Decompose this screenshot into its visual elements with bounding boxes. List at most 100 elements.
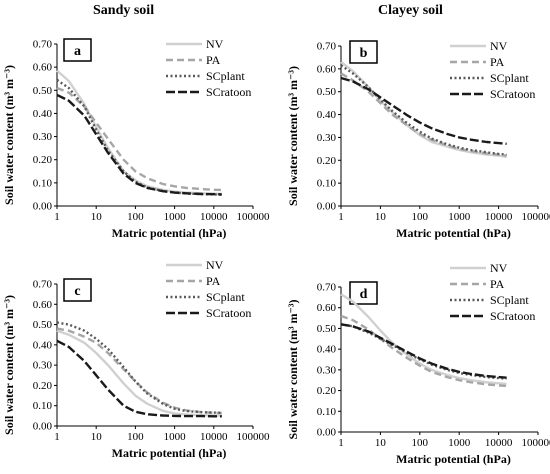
y-tick-label: 0.00: [317, 201, 337, 213]
y-tick-label: 0.70: [33, 39, 53, 51]
y-tick-label: 0.20: [317, 385, 337, 397]
series-line-scplant: [56, 78, 222, 196]
x-tick-label: 100000: [522, 211, 550, 223]
chart-panel-a: 0.00 0.10 0.20 0.30 0.40 0.50 0.60 0.70 1 10 100 10…: [2, 37, 270, 240]
y-axis-label: Soil water content (m³ m⁻³): [286, 66, 300, 206]
series-line-nv: [340, 61, 507, 159]
panel-letter: d: [360, 287, 368, 302]
y-tick-label: 0.40: [33, 108, 53, 120]
panel-letter-box: [349, 281, 378, 305]
x-tick-label: 10000: [485, 211, 513, 223]
y-tick-label: 0.50: [33, 319, 53, 331]
chart-panel-b: 0.00 0.10 0.20 0.30 0.40 0.50 0.60 0.70 1 10 100 10…: [286, 39, 550, 240]
y-tick-label: 0.00: [317, 427, 337, 439]
legend-label-nv: NV: [490, 39, 508, 53]
panel-letter-box: [63, 38, 92, 62]
x-axis-label: Matric potential (hPa): [396, 226, 511, 240]
y-tick-label: 0.50: [317, 86, 337, 98]
legend-label-pa: PA: [490, 277, 505, 291]
series-line-scratoon: [56, 93, 222, 196]
legend-label-scplant: SCplant: [490, 293, 529, 307]
y-tick-label: 0.30: [317, 364, 337, 376]
y-tick-label: 0.60: [317, 302, 337, 314]
panel-letter-box: [349, 40, 378, 64]
column-title-sandy: Sandy soil: [93, 3, 155, 18]
y-tick-label: 0.40: [33, 339, 53, 351]
y-tick-label: 0.60: [33, 62, 53, 74]
x-axis-label: Matric potential (hPa): [396, 452, 511, 466]
series-line-scratoon: [340, 323, 507, 379]
y-tick-label: 0.70: [33, 279, 53, 291]
series-line-pa: [340, 314, 507, 388]
x-tick-label: 10: [375, 211, 387, 223]
y-tick-label: 0.30: [33, 360, 53, 372]
legend-label-scratoon: SCratoon: [206, 306, 251, 320]
legend-label-scratoon: SCratoon: [206, 85, 251, 99]
y-tick-label: 0.70: [317, 282, 337, 294]
x-tick-label: 100000: [237, 431, 271, 443]
x-tick-label: 100: [127, 431, 144, 443]
x-tick-label: 1: [338, 437, 344, 449]
series-line-scplant: [56, 321, 222, 414]
y-axis-label: Soil water content (m³ m⁻³): [2, 65, 16, 205]
y-tick-label: 0.30: [317, 132, 337, 144]
y-axis-label: Soil water content (m³ m⁻³): [286, 300, 300, 440]
series-line-nv: [340, 293, 507, 386]
x-tick-label: 1000: [164, 431, 187, 443]
x-tick-label: 1: [54, 211, 60, 223]
legend-label-nv: NV: [206, 37, 224, 51]
x-tick-label: 100000: [237, 211, 271, 223]
x-tick-label: 1000: [448, 437, 471, 449]
x-tick-label: 10: [375, 437, 387, 449]
x-axis-label: Matric potential (hPa): [112, 226, 227, 240]
panel-letter-box: [63, 278, 92, 302]
y-tick-label: 0.60: [317, 63, 337, 75]
series-line-nv: [56, 329, 222, 417]
x-tick-label: 10000: [485, 437, 513, 449]
x-tick-label: 100: [412, 211, 429, 223]
chart-panel-d: 0.00 0.10 0.20 0.30 0.40 0.50 0.60 0.70 1 10 100 10…: [286, 261, 550, 466]
legend-label-scplant: SCplant: [490, 71, 529, 85]
legend-label-scplant: SCplant: [206, 69, 245, 83]
y-tick-label: 0.50: [33, 85, 53, 97]
x-tick-label: 10: [91, 431, 103, 443]
y-axis-label: Soil water content (m³ m⁻³): [2, 295, 16, 435]
series-line-scplant: [340, 323, 507, 380]
panel-letter: a: [74, 44, 81, 59]
y-tick-label: 0.20: [317, 155, 337, 167]
series-line-nv: [56, 69, 222, 196]
panel-letter: c: [74, 284, 80, 299]
y-tick-label: 0.00: [33, 201, 53, 213]
legend-label-pa: PA: [206, 53, 221, 67]
column-title-clayey: Clayey soil: [378, 3, 443, 18]
x-tick-label: 1000: [164, 211, 187, 223]
x-tick-label: 100: [127, 211, 144, 223]
x-tick-label: 10000: [200, 431, 228, 443]
y-tick-label: 0.70: [317, 41, 337, 53]
y-tick-label: 0.10: [317, 406, 337, 418]
legend-label-scratoon: SCratoon: [490, 309, 535, 323]
y-tick-label: 0.00: [33, 421, 53, 433]
x-axis-label: Matric potential (hPa): [112, 446, 227, 460]
chart-panel-c: 0.00 0.10 0.20 0.30 0.40 0.50 0.60 0.70 1 10 100 10…: [2, 258, 270, 460]
y-tick-label: 0.20: [33, 154, 53, 166]
series-line-scplant: [340, 64, 507, 156]
y-tick-label: 0.50: [317, 323, 337, 335]
y-tick-label: 0.40: [317, 344, 337, 356]
panel-letter: b: [360, 46, 368, 61]
legend-label-nv: NV: [490, 261, 508, 275]
y-tick-label: 0.10: [33, 177, 53, 189]
x-tick-label: 100: [412, 437, 429, 449]
series-line-pa: [56, 86, 222, 192]
legend-label-nv: NV: [206, 258, 224, 272]
series-line-scratoon: [340, 76, 507, 145]
y-tick-label: 0.10: [317, 178, 337, 190]
y-tick-label: 0.60: [33, 299, 53, 311]
x-tick-label: 100000: [522, 437, 550, 449]
y-tick-label: 0.20: [33, 380, 53, 392]
legend-label-pa: PA: [490, 55, 505, 69]
y-tick-label: 0.40: [317, 109, 337, 121]
legend-label-scplant: SCplant: [206, 290, 245, 304]
